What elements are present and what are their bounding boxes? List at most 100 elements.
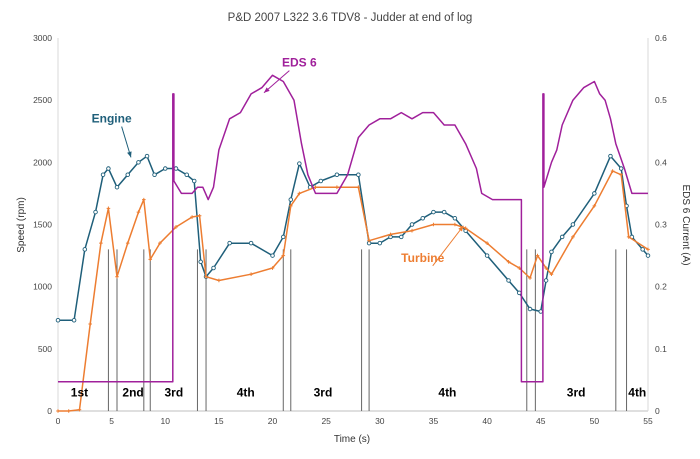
data-point-turbine xyxy=(549,272,554,277)
annotation-arrowhead-engine xyxy=(127,151,132,158)
data-point-turbine xyxy=(517,266,522,270)
annotation-arrow-turbine xyxy=(432,225,464,267)
data-point-engine xyxy=(549,249,554,255)
data-point-turbine xyxy=(174,225,178,229)
data-point-turbine xyxy=(115,274,119,279)
data-point-engine xyxy=(211,265,216,271)
data-point-engine xyxy=(288,197,294,202)
y-tick-label-left: 2000 xyxy=(33,157,52,167)
data-point-turbine xyxy=(335,185,339,189)
data-point-turbine xyxy=(367,238,371,243)
gear-label: 2nd xyxy=(122,386,143,400)
data-point-engine xyxy=(152,172,157,178)
data-point-engine xyxy=(538,309,543,314)
data-point-engine xyxy=(592,191,597,196)
series-line-turbine xyxy=(58,170,649,412)
data-point-turbine xyxy=(270,266,275,270)
y-tick-label-right: 0.1 xyxy=(655,344,667,354)
data-point-turbine xyxy=(544,266,548,270)
data-point-engine xyxy=(618,166,624,171)
data-point-engine xyxy=(125,172,130,178)
data-point-turbine xyxy=(626,235,631,239)
data-point-engine xyxy=(198,259,203,265)
data-point-turbine xyxy=(281,253,286,258)
x-tick-label: 20 xyxy=(268,416,278,426)
y-tick-label-left: 1500 xyxy=(33,220,52,230)
data-point-engine xyxy=(136,160,141,165)
data-point-turbine xyxy=(190,215,194,219)
data-point-engine xyxy=(377,240,383,246)
data-point-turbine xyxy=(506,260,511,264)
data-point-engine xyxy=(517,290,522,296)
data-point-engine xyxy=(559,234,565,240)
data-point-engine xyxy=(106,166,111,171)
annotation-arrowhead-turbine xyxy=(458,225,464,232)
y-tick-label-left: 2500 xyxy=(33,95,52,105)
data-point-engine xyxy=(297,161,302,166)
data-point-engine xyxy=(640,247,645,252)
data-point-turbine xyxy=(463,226,468,231)
y-tick-label-left: 0 xyxy=(47,406,52,416)
annotation-label-turbine: Turbine xyxy=(401,251,444,265)
data-point-turbine xyxy=(610,169,615,173)
y-tick-label-right: 0.5 xyxy=(655,95,667,105)
data-point-turbine xyxy=(88,322,92,326)
chart-title: P&D 2007 L322 3.6 TDV8 - Judder at end o… xyxy=(228,12,473,24)
y-tick-label-left: 1000 xyxy=(33,282,52,292)
data-point-engine xyxy=(527,306,533,312)
data-point-turbine xyxy=(535,253,540,258)
data-point-turbine xyxy=(571,235,575,239)
data-point-turbine xyxy=(410,228,414,233)
data-point-turbine xyxy=(388,232,393,237)
data-point-turbine xyxy=(77,407,82,412)
gear-label: 3rd xyxy=(567,386,586,400)
data-point-engine xyxy=(100,172,106,178)
data-point-engine xyxy=(420,216,425,221)
data-point-engine xyxy=(484,253,490,258)
data-point-turbine xyxy=(142,197,146,202)
y-tick-label-right: 0.6 xyxy=(655,33,667,43)
data-point-turbine xyxy=(297,191,302,196)
data-point-turbine xyxy=(249,272,253,277)
y-tick-label-left: 3000 xyxy=(33,33,52,43)
x-tick-label: 0 xyxy=(56,416,61,426)
annotation-label-eds-6: EDS 6 xyxy=(282,56,317,70)
data-point-engine xyxy=(409,222,415,227)
data-point-engine xyxy=(543,278,549,283)
x-tick-label: 25 xyxy=(321,416,331,426)
x-tick-label: 45 xyxy=(536,416,546,426)
data-point-turbine xyxy=(528,276,532,280)
data-point-engine xyxy=(248,240,254,246)
data-point-engine xyxy=(144,153,150,159)
data-point-turbine xyxy=(619,172,623,177)
gear-label: 3rd xyxy=(314,386,333,400)
data-point-engine xyxy=(71,317,77,323)
data-point-turbine xyxy=(313,185,318,189)
data-point-turbine xyxy=(56,409,60,413)
data-point-engine xyxy=(270,253,275,258)
data-point-engine xyxy=(184,172,189,178)
data-point-engine xyxy=(318,178,324,184)
data-point-engine xyxy=(82,247,88,252)
y-axis-left-title: Speed (rpm) xyxy=(16,197,27,253)
data-point-turbine xyxy=(136,210,141,214)
x-tick-label: 5 xyxy=(109,416,114,426)
annotation-label-engine: Engine xyxy=(92,112,132,126)
x-tick-label: 10 xyxy=(161,416,171,426)
data-point-turbine xyxy=(453,222,457,227)
data-point-turbine xyxy=(148,257,153,262)
data-point-turbine xyxy=(66,409,71,413)
y-tick-label-right: 0 xyxy=(655,406,660,416)
gear-label: 4th xyxy=(438,386,456,400)
data-point-engine xyxy=(399,234,404,240)
x-tick-label: 55 xyxy=(643,416,653,426)
x-axis-title: Time (s) xyxy=(334,434,370,445)
data-point-engine xyxy=(506,278,511,283)
x-tick-label: 15 xyxy=(214,416,224,426)
data-point-engine xyxy=(173,166,179,171)
data-point-engine xyxy=(570,222,576,227)
plot-area: 0 5 10 15 20 25 30 35 40 45 50 55050010001500200025… xyxy=(33,33,667,426)
gear-label: 3rd xyxy=(165,386,184,400)
